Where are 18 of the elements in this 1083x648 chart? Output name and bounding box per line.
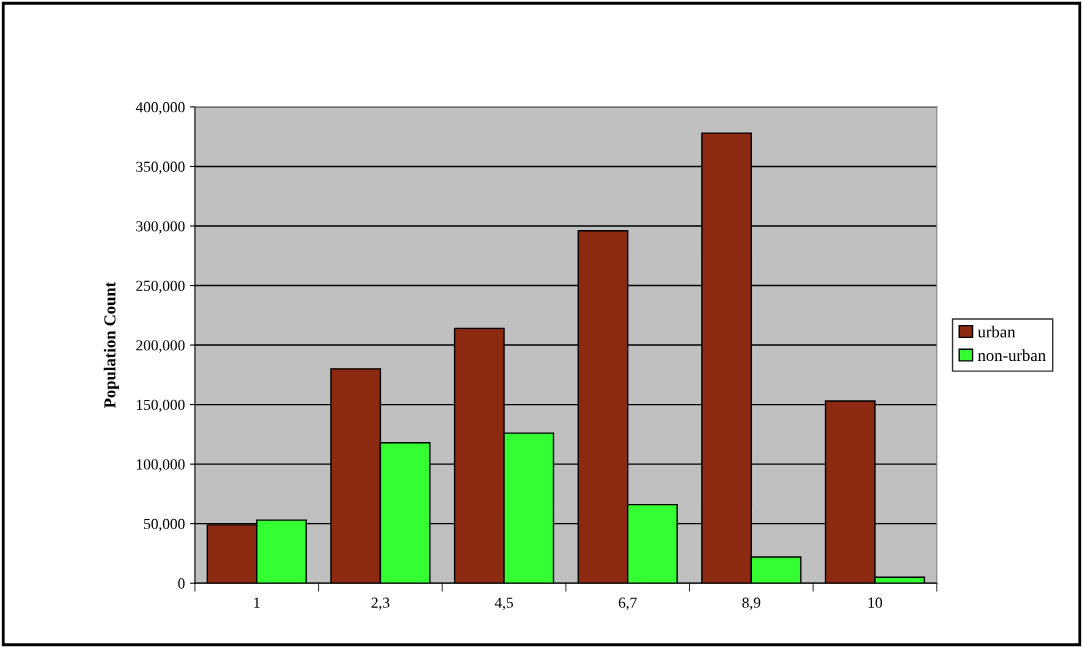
legend-label: non-urban <box>977 349 1046 362</box>
x-tick-label: 1 <box>254 597 260 608</box>
y-tick-label: 300,000 <box>136 221 185 234</box>
x-tick-label: 4,5 <box>494 597 513 611</box>
y-tick-label: 250,000 <box>136 280 185 294</box>
x-tick-label: 10 <box>868 597 883 608</box>
y-tick-label: 150,000 <box>136 399 185 413</box>
y-axis-title: Population Count <box>103 281 119 408</box>
y-tick-label: 0 <box>178 578 185 589</box>
y-tick-label: 50,000 <box>144 518 185 532</box>
legend-label: urban <box>977 325 1016 338</box>
y-tick-label: 200,000 <box>136 340 185 353</box>
y-tick-label: 350,000 <box>136 161 185 175</box>
x-tick-label: 8,9 <box>742 597 761 611</box>
x-tick-label: 2,3 <box>371 597 390 611</box>
y-tick-label: 100,000 <box>136 459 185 472</box>
x-tick-label: 6,7 <box>618 597 637 611</box>
y-tick-label: 400,000 <box>135 102 185 115</box>
